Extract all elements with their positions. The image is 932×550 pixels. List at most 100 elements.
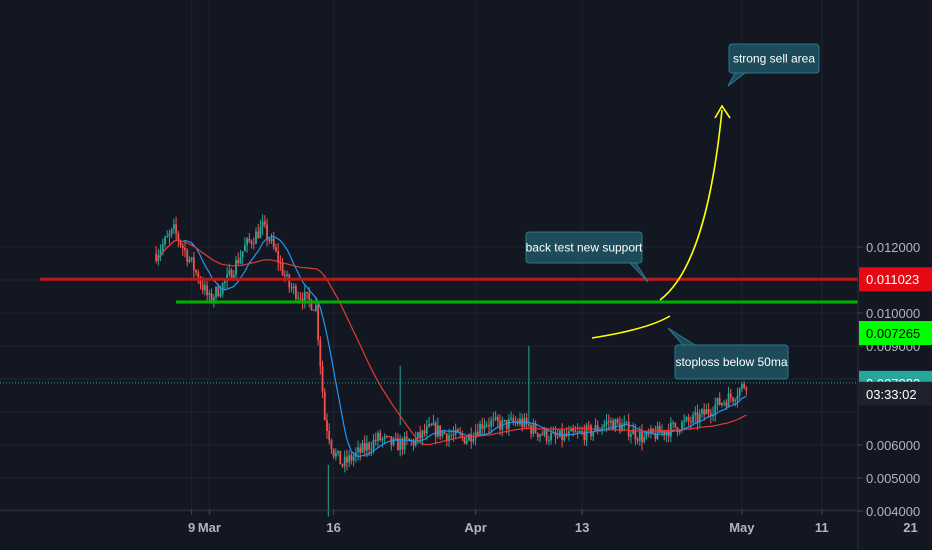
candle-body: [412, 440, 415, 446]
candle-body: [721, 402, 723, 405]
x-tick-label: 16: [326, 520, 340, 535]
candle-body: [423, 430, 426, 434]
candle-body: [425, 426, 428, 434]
candle-body: [621, 425, 623, 432]
stoploss-curve: [591, 315, 671, 339]
candle-body: [272, 237, 275, 248]
candle-body: [612, 420, 615, 431]
candle-body: [587, 425, 590, 427]
price-badge-label: 0.011023: [866, 272, 919, 287]
candle-body: [669, 422, 672, 437]
price-badge: [859, 381, 932, 406]
candle-body: [683, 420, 686, 423]
candle-body: [448, 435, 450, 442]
candle-body: [696, 412, 699, 423]
x-tick-label: 21: [903, 520, 917, 535]
candle-body: [576, 431, 579, 433]
candle-body: [212, 297, 215, 302]
candle-body: [339, 450, 342, 465]
candle-body: [601, 427, 603, 430]
candle-body: [581, 431, 584, 433]
moving-averages: [155, 235, 747, 458]
candle-body: [377, 432, 379, 441]
candle-body: [266, 224, 268, 240]
candle-body: [512, 418, 515, 423]
candle-body: [166, 236, 169, 238]
candle-body: [627, 421, 630, 437]
candle-body: [237, 259, 240, 264]
candle-body: [618, 422, 621, 432]
candle-body: [210, 293, 213, 302]
arrow-head: [714, 104, 731, 119]
candle-body: [299, 297, 302, 299]
candle-body: [714, 404, 717, 415]
candle-body: [208, 293, 211, 296]
candle-body: [740, 384, 743, 389]
candle-body: [292, 286, 295, 288]
candle-body: [687, 417, 690, 422]
candle-body: [496, 416, 499, 422]
callout-tail: [629, 262, 649, 283]
callout-tail: [667, 327, 696, 346]
x-tick-label: Mar: [198, 520, 221, 535]
candle-body: [348, 455, 351, 463]
x-tick-label: Apr: [464, 520, 486, 535]
candle-body: [297, 297, 300, 299]
ma-long-line: [155, 239, 747, 446]
candle-body: [743, 384, 745, 388]
candle-body: [204, 285, 206, 291]
candle-body: [479, 423, 481, 436]
candle-body: [164, 237, 166, 245]
candle-body: [321, 366, 324, 392]
price-badge-label: 03:33:02: [866, 387, 917, 402]
callout-tail: [727, 72, 746, 87]
candle-body: [394, 438, 397, 440]
candle-body: [179, 240, 182, 246]
candle-body: [556, 436, 559, 438]
y-tick-label: 0.012000: [866, 240, 920, 255]
candle-body: [248, 238, 251, 242]
candle-body: [483, 425, 486, 429]
candle-body: [481, 423, 484, 429]
callout-box: [728, 43, 820, 74]
candle-body: [259, 226, 262, 238]
candle-body: [681, 422, 683, 431]
candle-body: [337, 450, 339, 453]
candle-body: [172, 224, 175, 229]
candle-body: [574, 431, 577, 433]
candle-body: [328, 430, 331, 441]
candle-body: [270, 237, 273, 242]
candle-body: [419, 432, 422, 439]
candle-body: [381, 438, 384, 441]
candle-body: [323, 391, 326, 421]
candle-body: [439, 425, 442, 437]
candle-body: [175, 224, 177, 234]
candle-body: [366, 443, 368, 451]
candle-body: [745, 387, 748, 391]
candle-body: [705, 409, 708, 415]
candle-body: [219, 293, 222, 297]
candle-body: [401, 439, 404, 450]
candle-body: [474, 431, 477, 439]
candle-body: [738, 388, 741, 396]
candle-body: [530, 425, 532, 434]
candle-body: [334, 452, 337, 457]
candle-body: [718, 397, 721, 405]
candle-body: [228, 269, 231, 275]
candle-body: [257, 231, 260, 238]
candle-body: [734, 400, 737, 402]
candle-body: [456, 429, 459, 433]
candle-body: [570, 428, 572, 432]
candle-body: [308, 292, 311, 300]
candle-body: [312, 309, 315, 311]
candle-body: [341, 464, 344, 467]
candle-body: [476, 431, 479, 436]
candle-body: [332, 448, 335, 457]
candle-body: [492, 418, 495, 421]
candle-body: [545, 429, 548, 441]
candle-body: [168, 233, 171, 237]
candle-body: [279, 262, 282, 264]
candle-body: [703, 409, 706, 415]
price-badge: [859, 321, 932, 345]
